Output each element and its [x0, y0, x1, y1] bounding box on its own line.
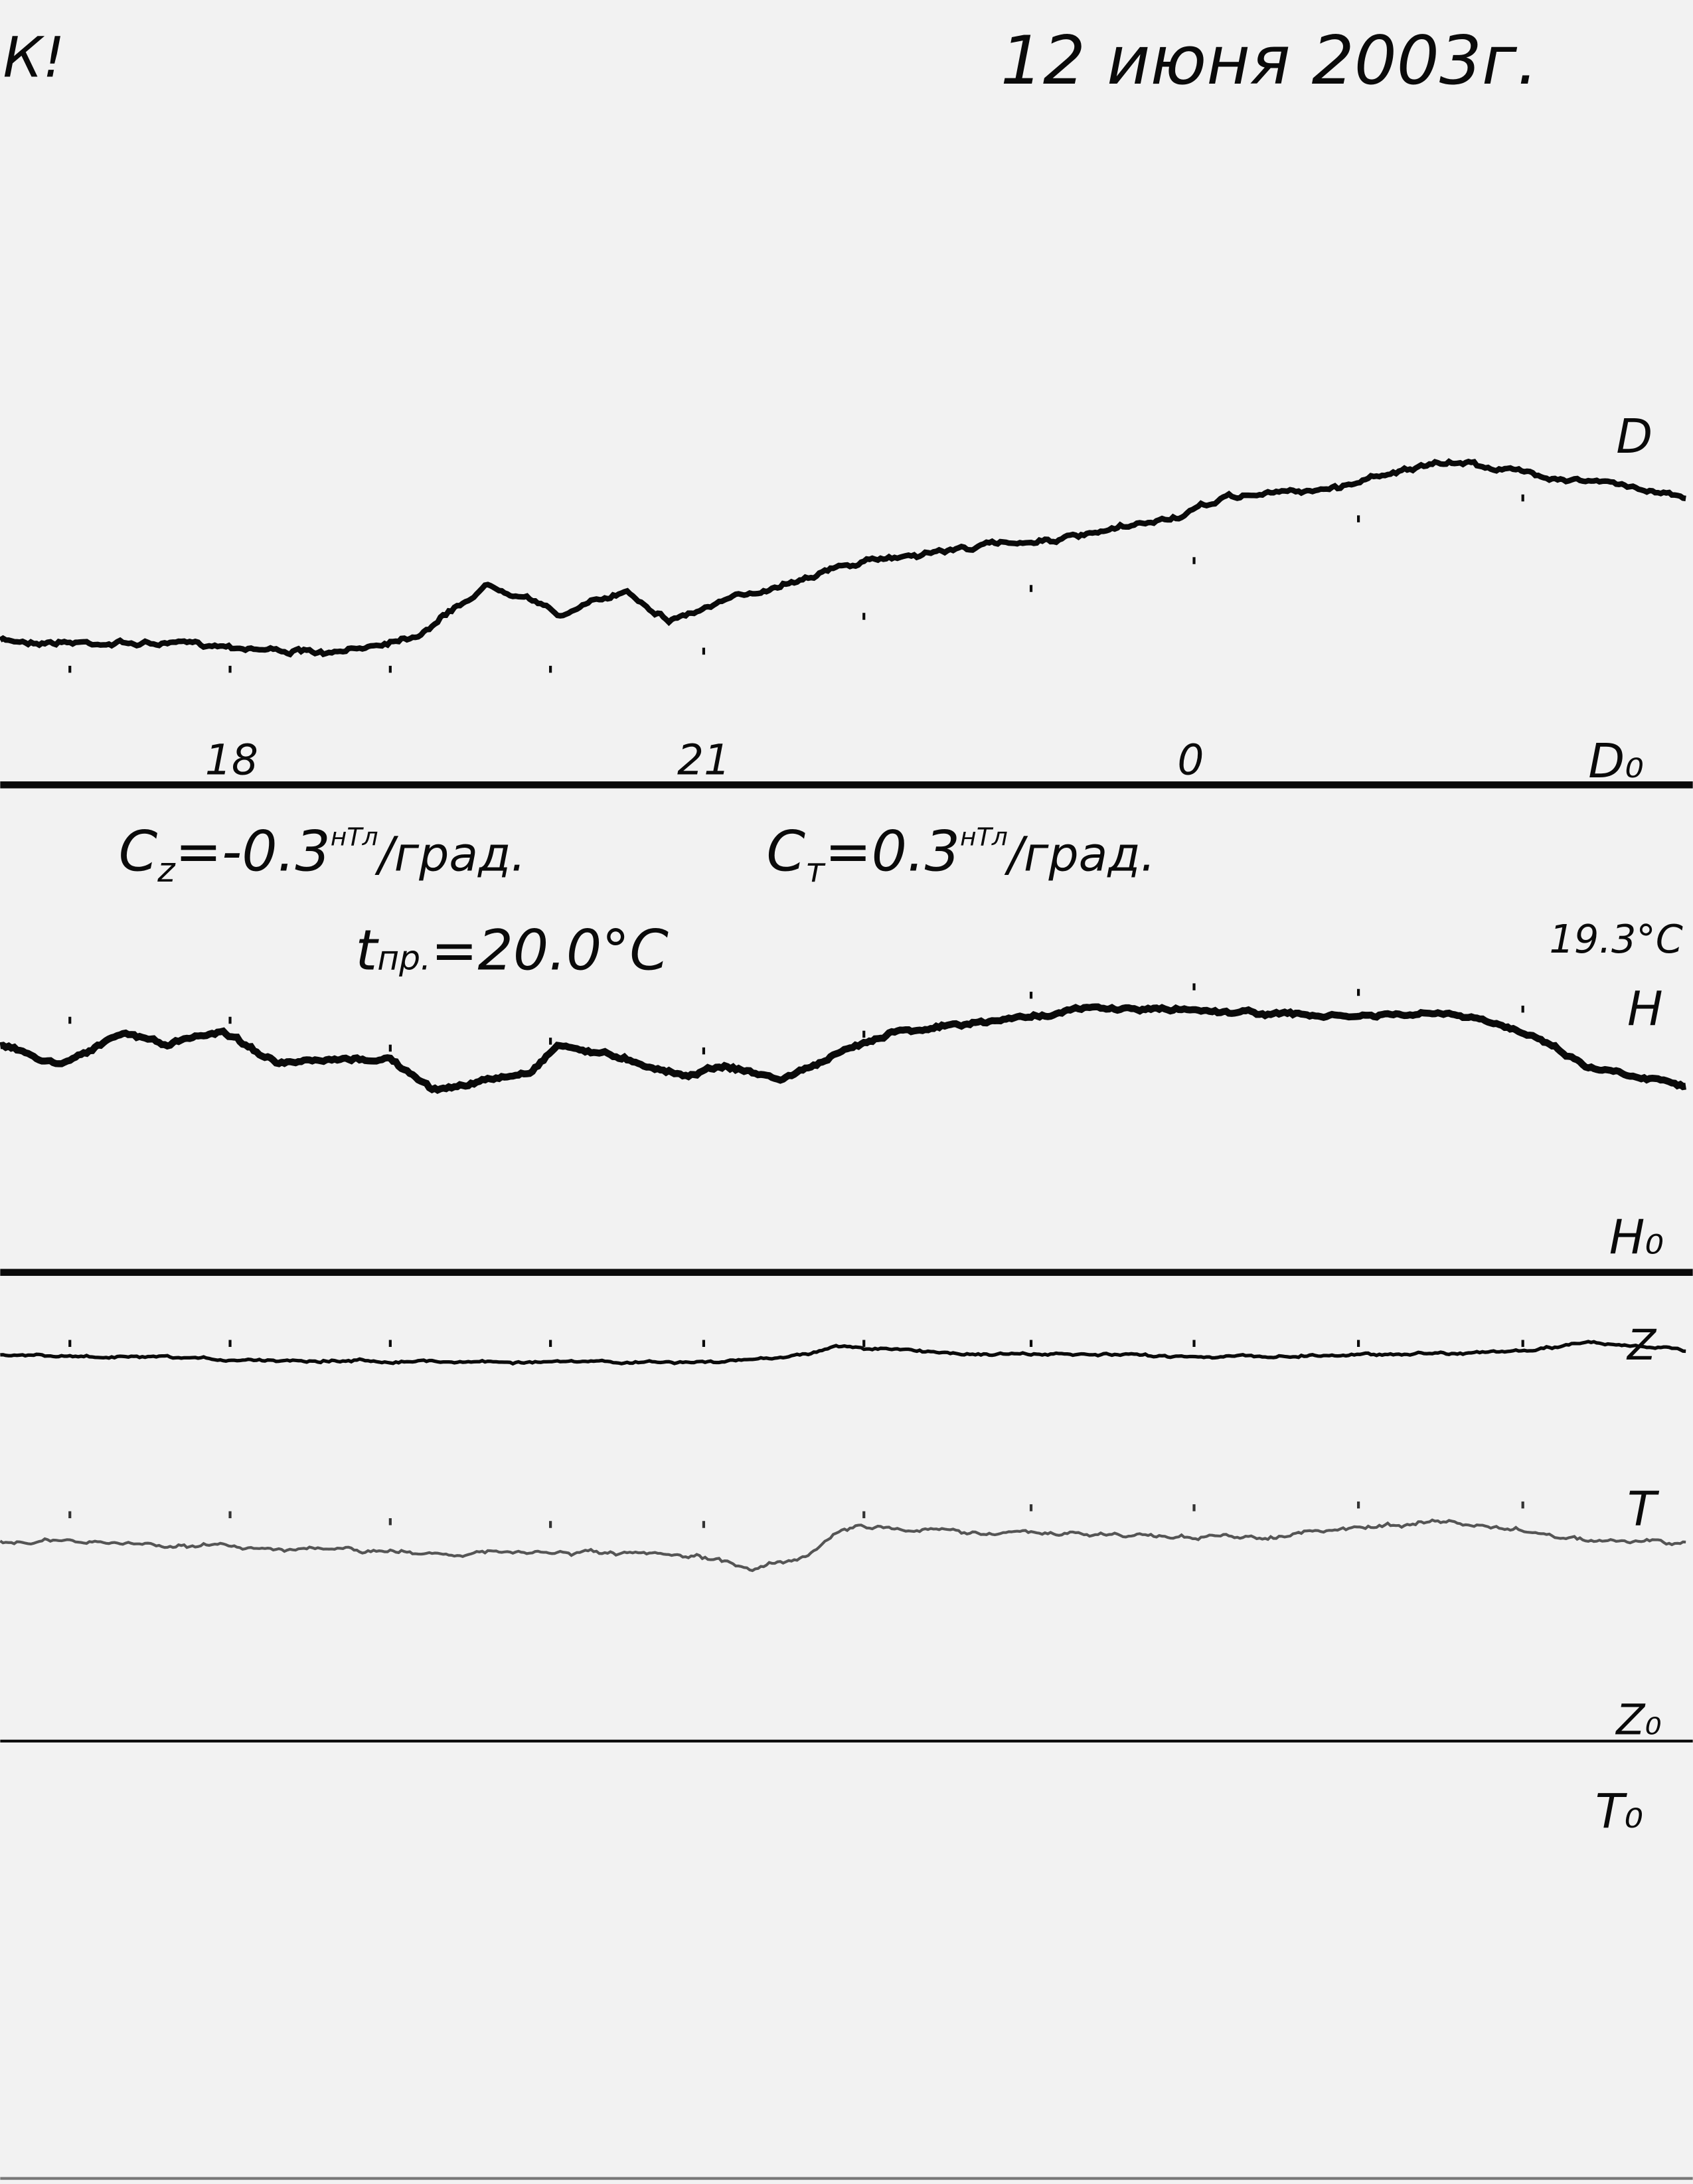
hour-tick-mark [1521, 1005, 1524, 1013]
hour-tick-mark [862, 1511, 866, 1519]
hour-ticks-z [68, 1340, 1524, 1347]
baseline-h0 [0, 1269, 1693, 1276]
hour-tick-mark [862, 1030, 866, 1038]
hour-tick-mark [702, 1521, 706, 1528]
hour-tick-mark [1356, 988, 1360, 996]
hour-tick-mark [702, 647, 706, 655]
hour-tick-mark [388, 1044, 392, 1052]
hour-tick-mark [862, 613, 866, 620]
hour-tick-mark [1029, 585, 1033, 592]
cz-coefficient: Cz=-0.3нТл/град. [119, 819, 526, 890]
hour-tick-mark [228, 1340, 232, 1347]
hour-tick-mark [1029, 1504, 1033, 1512]
hour-tick-mark [702, 1340, 706, 1347]
trace-z [0, 1340, 1686, 1366]
hour-tick-mark [549, 665, 552, 673]
hour-tick-mark [388, 665, 392, 673]
baseline-z0 [0, 1739, 1693, 1743]
hour-tick-mark [1192, 1504, 1196, 1512]
baseline-label-h0: H₀ [1609, 1209, 1664, 1265]
baseline-label-z0: Z₀ [1615, 1695, 1661, 1744]
hour-tick-mark [862, 1340, 866, 1347]
hour-tick-mark [1192, 983, 1196, 990]
check-mark-note: К! [3, 25, 65, 90]
channel-label-t: T [1627, 1482, 1660, 1537]
hour-tick-mark [388, 1340, 392, 1347]
time-label-21: 21 [677, 736, 730, 785]
trace-h [0, 1003, 1686, 1095]
hour-ticks-d [68, 494, 1524, 673]
hour-tick-mark [549, 1521, 552, 1528]
hour-ticks-h [68, 983, 1524, 1055]
hour-tick-mark [1192, 557, 1196, 564]
hour-tick-mark [1521, 494, 1524, 502]
hour-ticks-t [68, 1501, 1524, 1528]
hour-tick-mark [68, 1340, 72, 1347]
ct-coefficient: Cт=0.3нТл/град. [766, 819, 1155, 890]
sheet-bottom-edge [0, 2177, 1693, 2180]
time-label-0: 0 [1177, 736, 1204, 785]
baseline-label-t0: T₀ [1595, 1784, 1643, 1839]
hour-tick-mark [1192, 1340, 1196, 1347]
baseline-d0 [0, 781, 1693, 789]
hour-tick-mark [68, 1511, 72, 1519]
hour-tick-mark [1356, 515, 1360, 522]
hour-tick-mark [1521, 1501, 1524, 1509]
hour-tick-mark [1029, 1340, 1033, 1347]
hour-tick-mark [228, 1511, 232, 1519]
hour-tick-mark [702, 1047, 706, 1055]
trace-d [0, 458, 1686, 658]
hour-tick-mark [1029, 991, 1033, 999]
hour-tick-mark [228, 1016, 232, 1024]
hour-tick-mark [1356, 1501, 1360, 1509]
hour-tick-mark [1521, 1340, 1524, 1347]
channel-label-d: D [1616, 409, 1653, 464]
hour-tick-mark [549, 1038, 552, 1045]
trace-t [0, 1518, 1686, 1573]
hour-tick-mark [388, 1518, 392, 1525]
end-temperature: 19.3°C [1550, 916, 1683, 962]
channel-label-h: H [1627, 981, 1663, 1036]
time-label-18: 18 [205, 736, 258, 785]
hour-tick-mark [228, 665, 232, 673]
hour-tick-mark [1356, 1340, 1360, 1347]
baseline-label-d0: D₀ [1588, 734, 1644, 789]
reference-temperature: tпр.=20.0°C [355, 917, 669, 982]
record-date: 12 июня 2003г. [1001, 22, 1538, 100]
hour-tick-mark [68, 1016, 72, 1024]
hour-tick-mark [549, 1340, 552, 1347]
hour-tick-mark [68, 665, 72, 673]
